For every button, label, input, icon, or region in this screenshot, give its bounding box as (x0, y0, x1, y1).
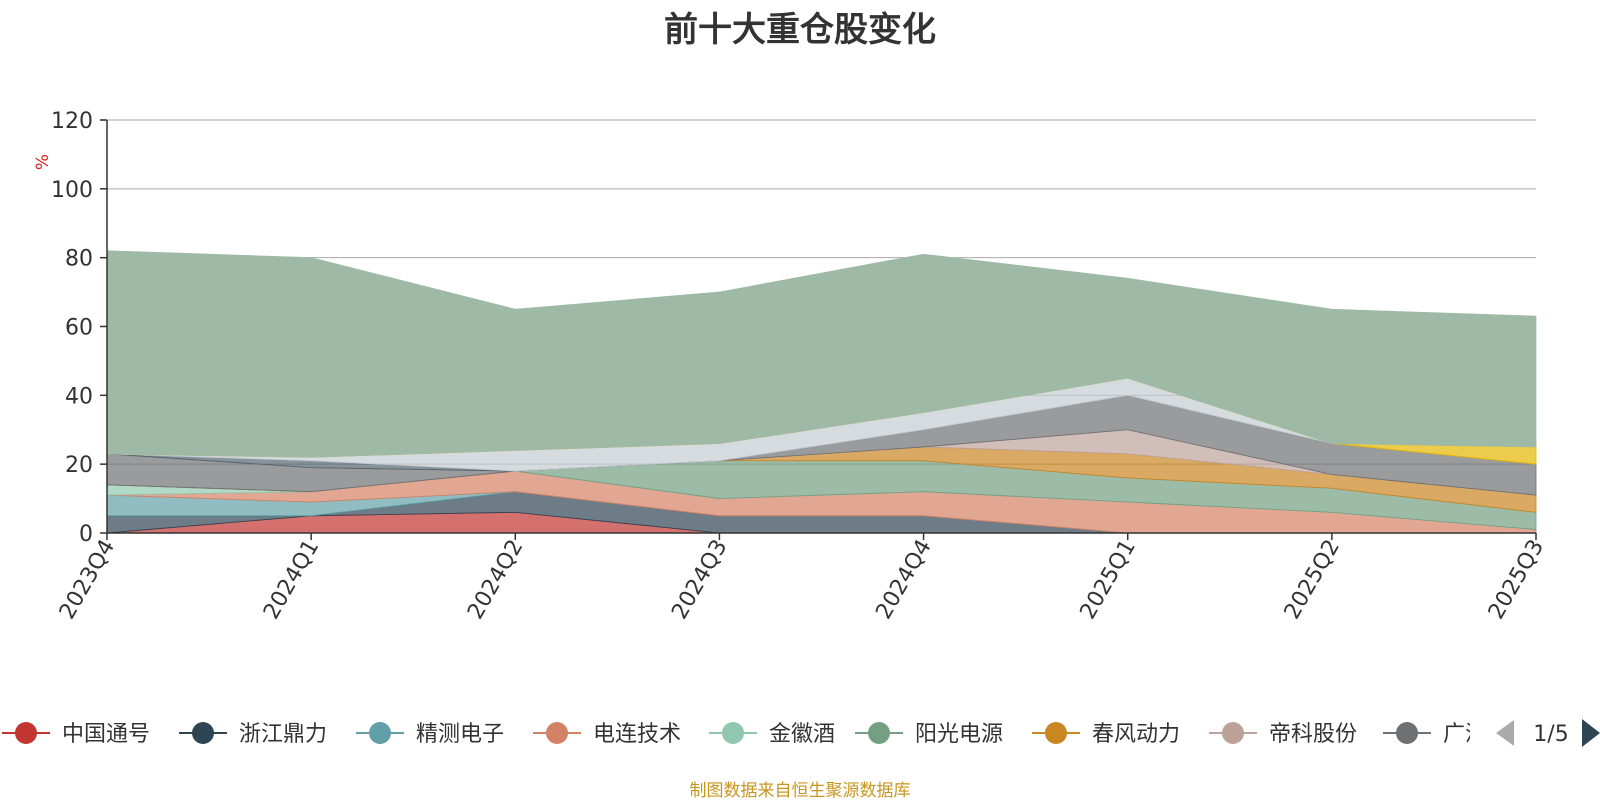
x-tick-label: 2025Q3 (1484, 536, 1549, 624)
legend-next-arrow-icon[interactable] (1582, 719, 1600, 747)
legend-marker (192, 722, 214, 744)
y-tick-label: 120 (51, 109, 93, 134)
y-tick-label: 40 (65, 384, 93, 409)
y-tick-label: 20 (65, 453, 93, 478)
y-tick-label: 100 (51, 178, 93, 203)
legend-item: 精测电子 (356, 722, 504, 747)
y-axis-unit-label: % (33, 154, 53, 170)
legend-label: 浙江鼎力 (239, 722, 327, 747)
legend-item: 中国通号 (2, 722, 150, 747)
legend-label: 中国通号 (62, 722, 150, 747)
source-footnote: 制图数据来自恒生聚源数据库 (689, 781, 911, 801)
legend-label: 帝科股份 (1269, 722, 1357, 747)
x-tick-label: 2024Q4 (871, 536, 936, 624)
legend-marker (369, 722, 391, 744)
y-tick-label: 0 (79, 522, 93, 547)
legend-page-indicator: 1/5 (1533, 722, 1568, 747)
stacked-areas (106, 250, 1537, 534)
x-tick-label: 2024Q3 (667, 536, 732, 624)
legend-item: 浙江鼎力 (179, 722, 327, 747)
legend-label: 金徽酒 (769, 722, 835, 747)
x-tick-label: 2024Q2 (463, 536, 528, 624)
legend-label: 春风动力 (1092, 722, 1180, 747)
legend-item: 春风动力 (1032, 722, 1180, 747)
x-tick-label: 2024Q1 (259, 536, 324, 624)
legend-pager-mask (1470, 712, 1600, 756)
y-tick-label: 60 (65, 316, 93, 341)
x-tick-label: 2025Q2 (1280, 536, 1345, 624)
legend-marker (1396, 722, 1418, 744)
legend-marker (1045, 722, 1067, 744)
legend-item: 阳光电源 (855, 722, 1003, 747)
legend-item: 电连技术 (533, 722, 681, 747)
legend-marker (722, 722, 744, 744)
legend-marker (546, 722, 568, 744)
legend-item: 帝科股份 (1209, 722, 1357, 747)
legend-label: 电连技术 (593, 722, 681, 747)
y-tick-label: 80 (65, 247, 93, 272)
chart-title: 前十大重仓股变化 (664, 10, 936, 50)
legend-marker (15, 722, 37, 744)
legend-label: 精测电子 (416, 722, 504, 747)
legend-prev-arrow-icon[interactable] (1496, 720, 1514, 746)
legend: 中国通号 浙江鼎力 精测电子 电连技术 金徽酒 阳光电源 春风动力 帝科股份 广汇 1/5 (2, 712, 1600, 756)
x-tick-label: 2025Q1 (1076, 536, 1141, 624)
area-series-13 (106, 250, 1537, 458)
legend-marker (868, 722, 890, 744)
legend-label: 阳光电源 (915, 722, 1003, 747)
legend-marker (1222, 722, 1244, 744)
x-tick-label: 2023Q4 (55, 536, 120, 624)
legend-item: 金徽酒 (709, 722, 835, 747)
